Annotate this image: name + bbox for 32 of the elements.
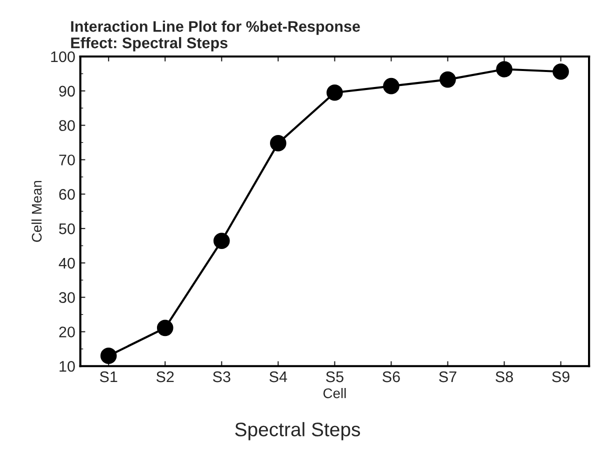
point [552,63,569,80]
x-tick-label: S5 [326,371,344,382]
point [383,78,400,94]
x-axis-title: Cell [323,388,346,398]
y-tick-label: 60 [59,188,75,200]
x-tick-label: S9 [552,371,570,382]
x-tick-label: S6 [382,371,400,382]
point [440,71,456,88]
point [156,320,174,336]
y-tick-label: 80 [59,120,75,131]
y-tick-label: 70 [59,154,75,166]
y-axis-title: Cell Mean [31,180,42,242]
y-tick-label: 20 [59,326,75,338]
x-tick-label: S7 [439,371,456,382]
point [270,135,286,152]
y-tick-label: 90 [59,86,75,97]
point [496,61,512,78]
x-tick-label: S8 [496,371,513,382]
chart-title: Interaction Line Plot for %bet-Response Effect: Spectral Steps [71,20,360,52]
y-tick-label: 40 [58,258,75,269]
text: Spectral Steps [235,422,360,440]
y-tick-label: 50 [59,223,75,234]
x-tick-label: S1 [100,371,118,382]
y-tick-label: 10 [60,360,75,372]
point [326,84,343,101]
point [213,232,230,250]
y-tick-label: 100 [51,51,75,62]
point [100,348,117,364]
y-tick-label: 30 [59,292,75,303]
x-tick-label: S4 [270,371,288,382]
x-tick-label: S2 [156,371,174,382]
x-tick-label: S3 [212,371,230,382]
